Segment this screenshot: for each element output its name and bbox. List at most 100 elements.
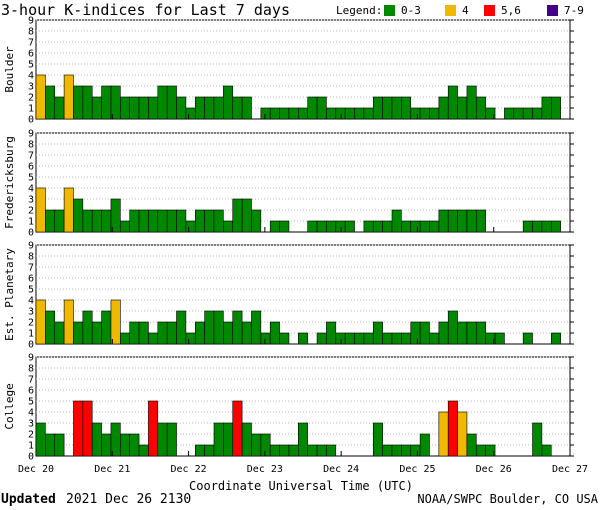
k-index-bar: [532, 220, 543, 233]
k-index-bar: [354, 332, 365, 345]
k-index-bar: [269, 444, 280, 457]
legend-swatch-7-9: [547, 5, 558, 16]
k-index-bar: [166, 85, 177, 120]
k-index-bar: [35, 187, 46, 233]
k-index-bar: [457, 96, 468, 120]
k-index-bar: [410, 107, 421, 120]
k-index-bar: [120, 220, 130, 233]
k-index-bar: [344, 220, 355, 233]
k-index-bar: [438, 321, 449, 345]
k-index-bar: [251, 433, 262, 457]
k-index-bar: [476, 444, 486, 457]
k-index-bar: [457, 209, 468, 233]
y-tick-label: 6: [28, 162, 34, 173]
y-tick-label: 1: [28, 104, 34, 115]
y-tick-label: 3: [28, 82, 34, 93]
k-index-bar: [185, 332, 196, 345]
k-index-bar: [73, 85, 84, 120]
k-index-bar: [223, 422, 234, 457]
legend-entry-5-6: 5,6: [501, 4, 521, 17]
k-index-bar: [419, 433, 430, 457]
k-index-bar: [138, 444, 149, 457]
y-tick-label: 5: [28, 173, 34, 184]
k-index-bar: [447, 85, 458, 120]
k-index-bar: [298, 107, 308, 120]
k-index-bar: [63, 187, 74, 233]
k-index-bar: [335, 332, 346, 345]
y-tick-label: 1: [28, 217, 34, 228]
k-index-bar: [223, 220, 234, 233]
k-index-bar: [541, 96, 552, 120]
k-index-bar: [429, 107, 440, 120]
legend-swatch-0-3: [384, 5, 395, 16]
k-index-bar: [298, 422, 308, 457]
k-index-bar: [550, 96, 561, 120]
k-index-bar: [316, 96, 327, 120]
k-index-bar: [372, 96, 383, 120]
k-index-bar: [82, 85, 93, 120]
k-index-bar: [401, 96, 412, 120]
k-index-bar: [120, 96, 130, 120]
chart-title: 3-hour K-indices for Last 7 days: [1, 1, 290, 19]
k-index-bar: [466, 433, 477, 457]
y-tick-label: 2: [28, 318, 34, 329]
k-index-bar: [138, 321, 149, 345]
k-index-bar: [148, 209, 159, 233]
k-index-bar: [45, 209, 56, 233]
y-tick-label: 4: [28, 296, 34, 307]
k-index-bar: [401, 220, 412, 233]
k-index-bar: [363, 220, 374, 233]
k-index-bar: [166, 422, 177, 457]
k-index-bar: [138, 96, 149, 120]
k-index-bar: [166, 321, 177, 345]
k-index-bar: [213, 310, 224, 345]
k-index-bar: [532, 422, 543, 457]
y-tick-label: 9: [28, 353, 34, 364]
k-index-bar: [382, 444, 393, 457]
legend-swatch-4: [445, 5, 456, 16]
k-index-bar: [91, 321, 102, 345]
x-tick-label: Dec 21: [94, 464, 130, 475]
k-index-bar: [269, 107, 280, 120]
k-index-bar: [129, 209, 140, 233]
k-index-bar: [176, 96, 187, 120]
legend-entry-0-3: 0-3: [401, 4, 421, 17]
k-index-bar: [363, 332, 374, 345]
k-index-bar: [326, 444, 337, 457]
station-label: Fredericksburg: [3, 136, 16, 229]
station-label: Boulder: [3, 46, 16, 93]
k-index-bar: [129, 433, 140, 457]
k-index-bar: [45, 310, 56, 345]
k-index-bar: [541, 444, 552, 457]
k-index-bar: [447, 310, 458, 345]
k-index-bar: [279, 220, 290, 233]
k-index-bar: [438, 411, 449, 457]
legend: Legend: 0-3 4 5,6 7-9: [336, 4, 584, 17]
k-index-bar: [260, 107, 271, 120]
k-index-bar: [204, 444, 215, 457]
y-tick-label: 3: [28, 307, 34, 318]
k-index-bar: [129, 321, 140, 345]
k-index-bar: [457, 321, 468, 345]
k-index-bar: [101, 310, 112, 345]
legend-entry-4: 4: [462, 4, 469, 17]
k-index-bar: [457, 411, 468, 457]
k-index-bar: [410, 220, 421, 233]
y-tick-label: 0: [28, 228, 34, 239]
y-tick-label: 2: [28, 206, 34, 217]
k-index-bar: [391, 209, 402, 233]
k-index-bar: [335, 107, 346, 120]
k-index-bar: [354, 107, 365, 120]
k-index-bar: [288, 107, 299, 120]
k-index-bar: [410, 321, 421, 345]
x-tick-label: Dec 23: [247, 464, 283, 475]
y-tick-label: 6: [28, 49, 34, 60]
k-index-bar: [129, 96, 140, 120]
k-index-bar: [401, 444, 412, 457]
k-index-bar: [372, 422, 383, 457]
y-tick-label: 8: [28, 27, 34, 38]
x-tick-label: Dec 27: [552, 464, 588, 475]
k-index-bar: [391, 444, 402, 457]
k-index-bar: [382, 332, 393, 345]
y-tick-label: 1: [28, 441, 34, 452]
